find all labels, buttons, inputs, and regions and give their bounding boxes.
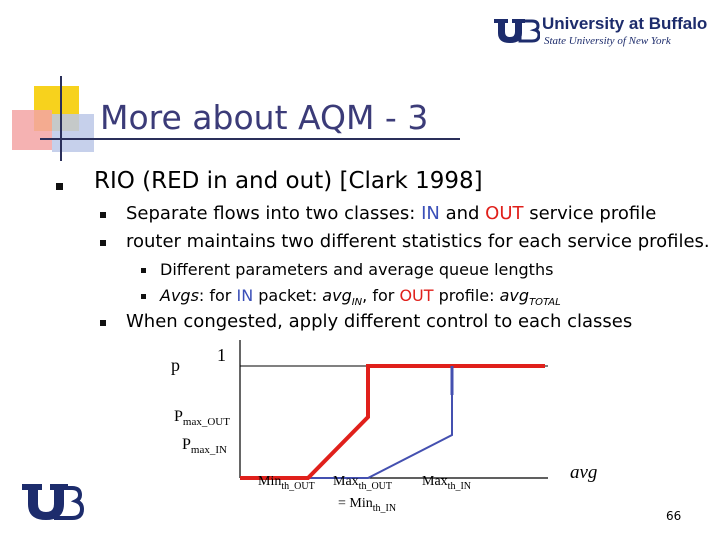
label-sub: th_IN (447, 480, 472, 492)
label-base: Max (422, 474, 448, 489)
label-base: Max (333, 474, 359, 489)
label-base: = Min (338, 496, 373, 511)
label-sub: th_OUT (281, 480, 315, 492)
text-segment: packet: (253, 286, 323, 305)
label-sub: max_OUT (182, 416, 230, 429)
decor-red-square (12, 110, 52, 150)
ub-small-logo-icon (492, 19, 540, 43)
one-label: 1 (217, 345, 226, 365)
in-label: IN (421, 203, 440, 224)
label-sub: th_OUT (358, 480, 393, 492)
text-segment: profile: (433, 286, 500, 305)
slide-title: More about AQM - 3 (100, 98, 429, 137)
text-segment: , for (362, 286, 400, 305)
bullet-square-icon (141, 268, 146, 273)
decor-blue-square (52, 114, 94, 152)
header-logo: University at Buffalo State University o… (490, 14, 710, 48)
text-segment: avg (322, 286, 352, 305)
ub-large-logo-icon (22, 484, 84, 520)
label-base: P (182, 436, 191, 453)
pmax-out-label: Pmax_OUT (174, 408, 230, 428)
bullet-square-icon (100, 212, 106, 218)
subsub-bullet-avgs: Avgs: for IN packet: avgIN, for OUT prof… (160, 286, 561, 308)
sub-bullet-separate-flows: Separate flows into two classes: IN and … (126, 203, 656, 224)
subscript: TOTAL (529, 297, 561, 309)
bullet-rio: RIO (RED in and out) [Clark 1998] (94, 168, 483, 194)
avg-axis-label: avg (570, 462, 598, 483)
subscript: IN (351, 297, 363, 309)
text-segment: and (439, 203, 486, 224)
label-base: Min (258, 474, 282, 489)
label-base: P (174, 408, 183, 425)
in-curve (240, 365, 545, 479)
bullet-square-icon (100, 240, 106, 246)
eq-minth-in-label: = Minth_IN (338, 496, 396, 514)
text-segment: Avgs (160, 286, 199, 305)
out-curve (240, 364, 545, 480)
bullet-square-icon (100, 320, 106, 326)
decor-vertical-line (60, 76, 62, 161)
bullet-square-icon (141, 294, 146, 299)
out-label: OUT (485, 203, 524, 224)
in-label: IN (236, 286, 254, 305)
text-segment: Separate flows into two classes: (126, 203, 422, 224)
minth-out-label: Minth_OUT (258, 474, 315, 492)
university-name: University at Buffalo (542, 14, 708, 33)
sub-bullet-router-stats: router maintains two different statistic… (126, 231, 710, 252)
subsub-bullet-parameters: Different parameters and average queue l… (160, 260, 554, 279)
out-label: OUT (399, 286, 434, 305)
university-subtitle: State University of New York (544, 35, 671, 47)
p-axis-label: p (171, 355, 180, 375)
maxth-in-label: Maxth_IN (422, 474, 471, 492)
label-sub: max_IN (190, 444, 227, 457)
bullet-square-icon (56, 183, 63, 190)
text-segment: avg (499, 286, 530, 305)
sub-bullet-congested: When congested, apply different control … (126, 311, 633, 332)
text-segment: service profile (523, 203, 657, 224)
label-sub: th_IN (372, 502, 397, 514)
maxth-out-label: Maxth_OUT (333, 474, 392, 492)
text-segment: : for (198, 286, 237, 305)
page-number: 66 (666, 509, 682, 523)
pmax-in-label: Pmax_IN (182, 436, 227, 456)
decor-horizontal-line (40, 138, 460, 140)
